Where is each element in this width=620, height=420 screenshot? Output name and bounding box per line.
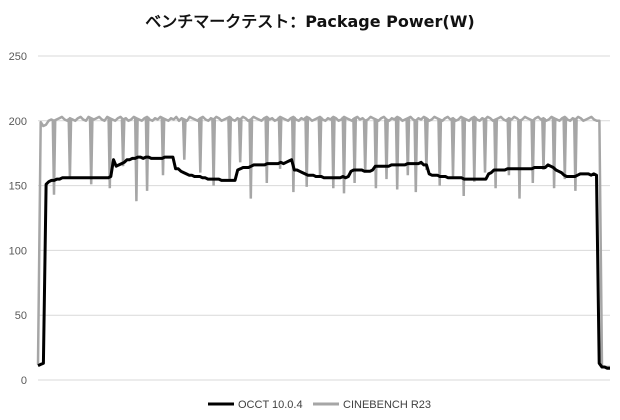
legend-label-cinebench: CINEBENCH R23 (343, 399, 431, 411)
y-tick-label: 50 (15, 310, 27, 322)
series-line-cinebench (36, 115, 610, 369)
y-tick-label: 200 (9, 116, 27, 128)
series-dip-cinebench (352, 118, 358, 184)
series-dip-cinebench (277, 116, 283, 169)
series-layer (36, 115, 610, 370)
series-dip-cinebench (197, 118, 203, 173)
series-dip-cinebench (562, 116, 568, 180)
y-axis-ticks: 0 50 100 150 200 250 (9, 51, 27, 387)
series-line-occt (37, 155, 610, 370)
series-dip-cinebench (160, 118, 166, 176)
series-dip-cinebench (120, 119, 126, 167)
y-tick-label: 100 (9, 245, 27, 257)
series-dip-cinebench (211, 119, 217, 186)
series-dip-cinebench (506, 118, 512, 176)
series-dip-cinebench (304, 116, 310, 187)
series-dip-cinebench (341, 116, 347, 194)
series-dip-cinebench (248, 119, 254, 199)
series-dip-cinebench (264, 116, 270, 184)
series-dip-cinebench (450, 118, 456, 177)
series-dip-cinebench (51, 120, 57, 195)
series-dip-cinebench (290, 116, 296, 193)
series-dip-cinebench (181, 119, 187, 160)
series-dip-cinebench (471, 116, 477, 182)
series-dip-cinebench (384, 119, 389, 180)
series-dip-cinebench (437, 119, 443, 186)
series-dip-cinebench (237, 119, 243, 163)
series-dip-cinebench (107, 118, 113, 189)
series-dip-cinebench (541, 118, 546, 171)
series-dip-cinebench (144, 116, 150, 191)
series-dip-cinebench (517, 120, 522, 199)
series-dip-cinebench (530, 120, 536, 184)
series-dip-cinebench (405, 118, 411, 176)
series-dip-cinebench (551, 118, 557, 189)
series-dip-cinebench (461, 118, 467, 197)
y-tick-label: 0 (21, 375, 27, 387)
series-dip-cinebench (133, 118, 139, 202)
series-dip-cinebench (227, 116, 233, 180)
series-dip-cinebench (330, 116, 336, 189)
series-dip-cinebench (572, 119, 578, 191)
y-tick-label: 150 (9, 181, 27, 193)
series-dip-cinebench (317, 116, 323, 176)
series-dip-cinebench (413, 120, 419, 193)
legend-label-occt: OCCT 10.0.4 (238, 399, 303, 411)
series-dip-cinebench (88, 118, 94, 185)
series-dip-cinebench (394, 116, 400, 190)
y-tick-label: 250 (9, 51, 27, 63)
legend: OCCT 10.0.4 CINEBENCH R23 (208, 399, 431, 411)
series-dip-cinebench (67, 118, 73, 178)
grid-layer (38, 55, 610, 316)
series-dip-cinebench (482, 119, 488, 173)
series-dip-cinebench (423, 118, 429, 171)
series-dip-cinebench (373, 119, 379, 189)
chart-title: ベンチマークテスト：Package Power(W) (145, 12, 474, 31)
series-dip-cinebench (493, 119, 499, 189)
series-dip-cinebench (362, 120, 368, 173)
